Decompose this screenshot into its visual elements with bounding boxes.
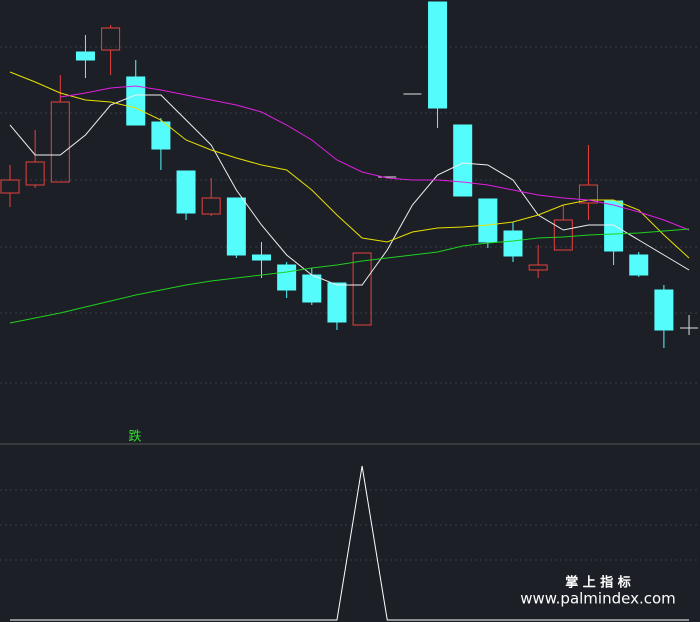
candle-body bbox=[201, 197, 221, 215]
candle-body bbox=[151, 121, 171, 150]
line-series bbox=[9, 228, 690, 324]
candle-body bbox=[50, 101, 70, 183]
candle-body bbox=[25, 161, 45, 186]
candle-body bbox=[428, 1, 448, 109]
candle-body bbox=[75, 51, 95, 61]
candle-body bbox=[503, 230, 523, 257]
candle-body bbox=[277, 264, 297, 291]
candle-body bbox=[604, 200, 624, 252]
candle-body bbox=[478, 198, 498, 243]
candle-body bbox=[327, 282, 347, 323]
grid bbox=[0, 46, 700, 561]
candle-body bbox=[528, 264, 548, 271]
candle-body bbox=[453, 124, 473, 197]
candle-body bbox=[101, 27, 121, 51]
watermark-url: www.palmindex.com bbox=[520, 590, 676, 608]
candle-body bbox=[126, 76, 146, 126]
line-series bbox=[9, 71, 690, 259]
candle-body bbox=[302, 274, 322, 303]
line-series bbox=[10, 465, 690, 621]
candle-body bbox=[252, 254, 271, 261]
candle-body bbox=[629, 254, 649, 276]
candle-body bbox=[553, 219, 573, 251]
line-series bbox=[9, 94, 690, 286]
candle-body bbox=[176, 170, 196, 214]
watermark-title: 掌 上 指 标 bbox=[565, 575, 631, 591]
candle-body bbox=[0, 179, 20, 194]
candle-body bbox=[226, 197, 246, 256]
signal-label: 跌 bbox=[128, 429, 141, 445]
line-series bbox=[60, 85, 690, 231]
candle-body bbox=[654, 289, 674, 331]
candle-body bbox=[578, 184, 598, 204]
candle-body bbox=[352, 252, 372, 326]
